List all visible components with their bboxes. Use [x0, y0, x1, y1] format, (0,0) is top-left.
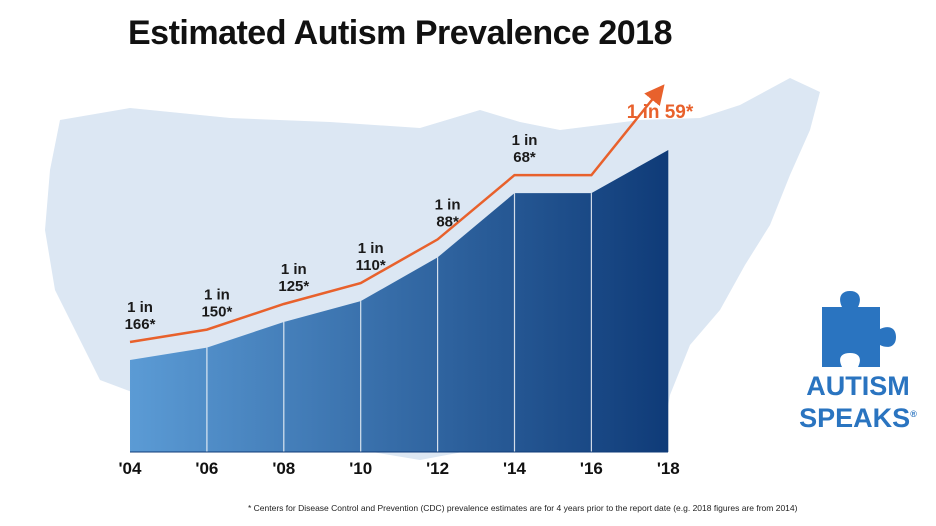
- prevalence-label-line1: 1 in 59*: [627, 102, 694, 123]
- x-tick-label: '16: [580, 459, 603, 478]
- puzzle-piece-icon: [822, 291, 896, 367]
- puzzle-piece-shape: [822, 291, 896, 367]
- prevalence-label-line1: 1 in: [281, 261, 307, 278]
- x-ticks-group: '04 '06 '08 '10 '12 '14 '16 '18: [119, 459, 680, 478]
- prevalence-label-line2: 166*: [125, 316, 156, 333]
- prevalence-area: [130, 150, 669, 452]
- prevalence-label-line1: 1 in: [204, 287, 230, 304]
- logo-line-2: SPEAKS®: [799, 403, 917, 433]
- x-tick-label: '06: [195, 459, 218, 478]
- x-tick-label: '14: [503, 459, 526, 478]
- x-tick-label: '10: [349, 459, 372, 478]
- x-tick-label: '12: [426, 459, 449, 478]
- prevalence-label-line1: 1 in: [358, 240, 384, 257]
- prevalence-label-line1: 1 in: [512, 132, 538, 149]
- prevalence-label-line2: 110*: [356, 257, 386, 274]
- prevalence-label-line2: 125*: [278, 278, 309, 295]
- x-tick-label: '18: [657, 459, 680, 478]
- trend-arrow-line: [129, 84, 665, 344]
- x-tick-label: '08: [272, 459, 295, 478]
- autism-speaks-logo-text: AUTISM SPEAKS®: [788, 372, 928, 432]
- prevalence-label-line2: 88*: [436, 213, 459, 230]
- footnote: * Centers for Disease Control and Preven…: [248, 503, 798, 513]
- prevalence-label-line2: 150*: [201, 304, 232, 321]
- prevalence-label-line1: 1 in: [127, 299, 153, 316]
- chart-title: Estimated Autism Prevalence 2018: [127, 14, 673, 52]
- x-tick-label: '04: [119, 459, 142, 478]
- prevalence-label-line1: 1 in: [435, 196, 461, 213]
- logo-line-1: AUTISM: [806, 371, 910, 401]
- bars-group: [130, 150, 669, 452]
- prevalence-label-line2: 68*: [513, 149, 536, 166]
